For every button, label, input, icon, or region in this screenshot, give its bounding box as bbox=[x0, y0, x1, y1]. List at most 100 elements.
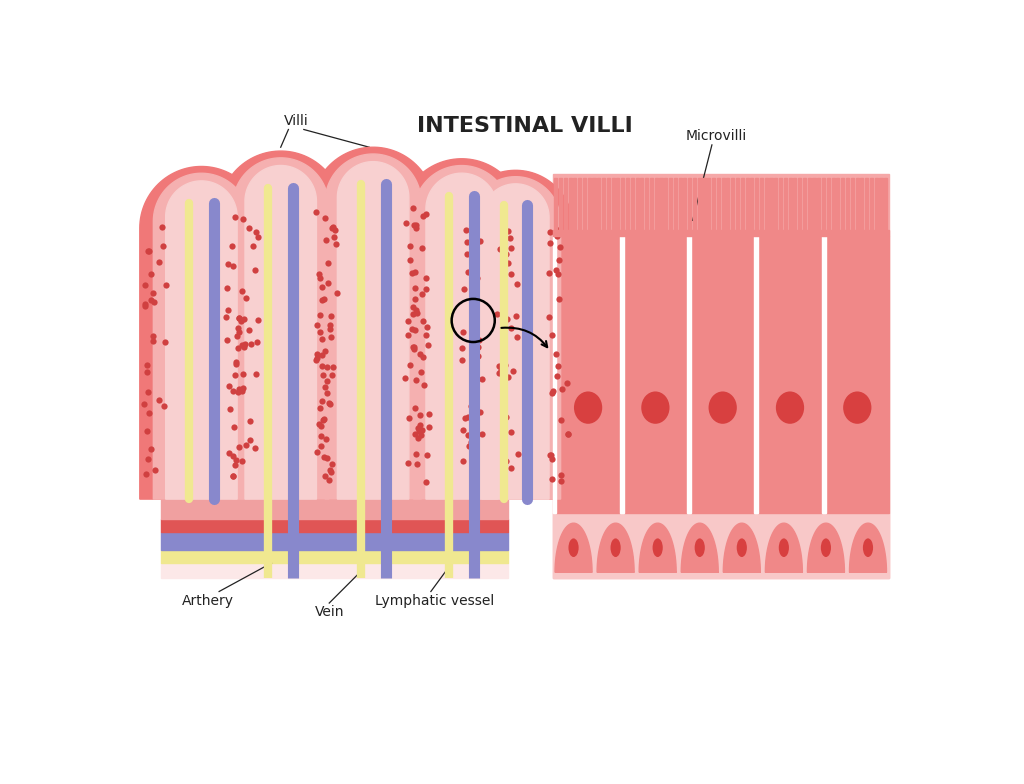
Polygon shape bbox=[553, 174, 889, 579]
Text: Vein: Vein bbox=[314, 605, 344, 619]
Polygon shape bbox=[162, 563, 508, 579]
Polygon shape bbox=[400, 159, 523, 499]
Polygon shape bbox=[822, 178, 825, 233]
Polygon shape bbox=[794, 178, 797, 233]
Polygon shape bbox=[458, 170, 573, 499]
Polygon shape bbox=[846, 178, 849, 233]
Polygon shape bbox=[645, 178, 648, 233]
Polygon shape bbox=[697, 178, 700, 233]
Polygon shape bbox=[807, 523, 845, 572]
Polygon shape bbox=[812, 178, 815, 233]
Polygon shape bbox=[740, 178, 743, 233]
Polygon shape bbox=[765, 178, 768, 233]
Polygon shape bbox=[821, 236, 825, 513]
Polygon shape bbox=[564, 178, 567, 233]
Polygon shape bbox=[880, 178, 883, 233]
Polygon shape bbox=[723, 523, 760, 572]
Polygon shape bbox=[219, 151, 342, 499]
Polygon shape bbox=[553, 230, 889, 236]
Polygon shape bbox=[855, 178, 858, 233]
Polygon shape bbox=[755, 236, 758, 513]
Polygon shape bbox=[851, 178, 854, 233]
Polygon shape bbox=[626, 178, 629, 233]
Polygon shape bbox=[850, 523, 887, 572]
Polygon shape bbox=[803, 178, 806, 233]
Ellipse shape bbox=[821, 539, 831, 557]
Polygon shape bbox=[774, 178, 777, 233]
Ellipse shape bbox=[776, 391, 804, 424]
Polygon shape bbox=[869, 178, 872, 233]
Polygon shape bbox=[553, 513, 889, 579]
Polygon shape bbox=[687, 236, 691, 513]
Polygon shape bbox=[559, 178, 562, 233]
Polygon shape bbox=[826, 178, 829, 233]
Polygon shape bbox=[731, 178, 734, 233]
Polygon shape bbox=[337, 162, 409, 499]
Polygon shape bbox=[736, 178, 739, 233]
Polygon shape bbox=[636, 178, 639, 233]
Polygon shape bbox=[588, 178, 591, 233]
Polygon shape bbox=[311, 147, 435, 499]
Polygon shape bbox=[568, 178, 571, 233]
Polygon shape bbox=[817, 178, 820, 233]
Polygon shape bbox=[583, 178, 586, 233]
Polygon shape bbox=[860, 178, 863, 233]
Polygon shape bbox=[783, 178, 786, 233]
Polygon shape bbox=[758, 236, 821, 513]
Polygon shape bbox=[874, 178, 878, 233]
Polygon shape bbox=[808, 178, 811, 233]
Polygon shape bbox=[769, 178, 772, 233]
Polygon shape bbox=[693, 178, 696, 233]
Polygon shape bbox=[708, 178, 711, 233]
Polygon shape bbox=[597, 523, 634, 572]
Ellipse shape bbox=[652, 539, 663, 557]
Polygon shape bbox=[555, 523, 592, 572]
Polygon shape bbox=[639, 523, 676, 572]
Ellipse shape bbox=[863, 539, 873, 557]
Polygon shape bbox=[232, 158, 329, 499]
Ellipse shape bbox=[641, 391, 670, 424]
Polygon shape bbox=[688, 178, 691, 233]
Polygon shape bbox=[717, 178, 720, 233]
Polygon shape bbox=[162, 550, 508, 563]
Polygon shape bbox=[825, 236, 889, 513]
Polygon shape bbox=[659, 178, 663, 233]
Polygon shape bbox=[841, 178, 844, 233]
Polygon shape bbox=[616, 178, 620, 233]
Polygon shape bbox=[679, 178, 682, 233]
Ellipse shape bbox=[843, 391, 871, 424]
Polygon shape bbox=[654, 178, 657, 233]
Polygon shape bbox=[556, 236, 620, 513]
Polygon shape bbox=[166, 181, 238, 499]
Ellipse shape bbox=[709, 391, 737, 424]
Polygon shape bbox=[140, 166, 263, 499]
Ellipse shape bbox=[574, 391, 602, 424]
Polygon shape bbox=[620, 236, 624, 513]
Polygon shape bbox=[722, 178, 725, 233]
Polygon shape bbox=[622, 178, 625, 233]
Polygon shape bbox=[726, 178, 729, 233]
Polygon shape bbox=[683, 178, 686, 233]
Polygon shape bbox=[162, 499, 508, 519]
Ellipse shape bbox=[694, 539, 705, 557]
Polygon shape bbox=[579, 178, 582, 233]
Polygon shape bbox=[426, 173, 498, 499]
Polygon shape bbox=[597, 178, 600, 233]
Polygon shape bbox=[779, 178, 782, 233]
Polygon shape bbox=[885, 178, 888, 233]
Polygon shape bbox=[702, 178, 706, 233]
Ellipse shape bbox=[736, 539, 746, 557]
Polygon shape bbox=[470, 176, 560, 499]
Polygon shape bbox=[831, 178, 835, 233]
Text: INTESTINAL VILLI: INTESTINAL VILLI bbox=[417, 116, 633, 136]
Polygon shape bbox=[245, 165, 316, 499]
Polygon shape bbox=[865, 178, 868, 233]
Polygon shape bbox=[669, 178, 672, 233]
Polygon shape bbox=[325, 154, 421, 499]
Polygon shape bbox=[154, 173, 250, 499]
Ellipse shape bbox=[568, 539, 579, 557]
Text: Microvilli: Microvilli bbox=[685, 129, 746, 143]
Polygon shape bbox=[751, 178, 754, 233]
Polygon shape bbox=[760, 178, 763, 233]
Text: Villi: Villi bbox=[284, 114, 308, 128]
